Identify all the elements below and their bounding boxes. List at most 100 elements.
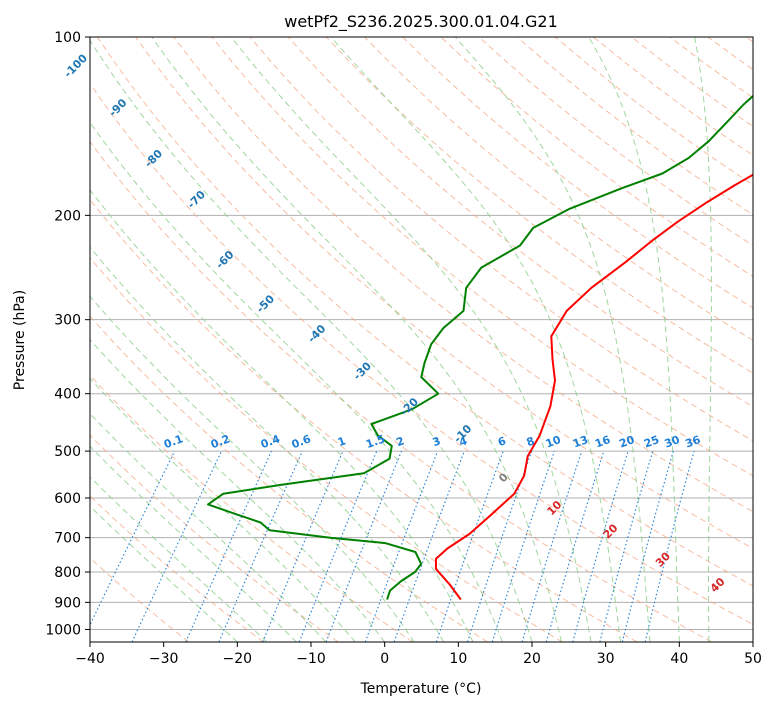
- mixing-ratio-line: [262, 450, 344, 642]
- mixing-ratio-line: [435, 450, 504, 642]
- dry-adiabat: [90, 140, 712, 642]
- overlay-labels: 0.1 0.2 0.4 0.6 1 1.5 2 3 4 6 8 10 13 16 20 25 30 36-100-…: [61, 51, 728, 595]
- moist-adiabat: [151, 37, 562, 642]
- y-tick-label: 1000: [45, 622, 81, 638]
- y-tick-label: 300: [54, 313, 81, 329]
- isotherm-label: -80: [142, 147, 165, 170]
- mixing-ratio-line: [364, 450, 439, 642]
- x-tick-label: −20: [223, 651, 253, 667]
- mixing-ratio-label: 0.6: [290, 432, 313, 451]
- y-tick-label: 700: [54, 531, 81, 547]
- mixing-ratio-line: [90, 450, 176, 627]
- isotherm-label-warm: 30: [653, 549, 673, 569]
- moist-adiabat: [90, 445, 297, 642]
- y-tick-label: 500: [54, 444, 81, 460]
- mixing-ratio-label: 2: [394, 434, 406, 449]
- dry-adiabat: [90, 257, 563, 642]
- mixing-ratio-label: 25: [642, 433, 661, 450]
- x-tick-label: 0: [380, 651, 389, 667]
- dry-adiabat: [402, 37, 753, 309]
- mixing-ratio-label: 6: [496, 434, 508, 449]
- moist-adiabat: [90, 377, 356, 642]
- moist-adiabat: [90, 39, 533, 642]
- isotherm-label: -20: [398, 395, 421, 418]
- mixing-ratio-label: 16: [593, 433, 612, 451]
- moist-adiabat: [454, 37, 651, 642]
- mixing-ratio-line: [621, 450, 674, 642]
- mixing-ratio-line: [644, 450, 695, 642]
- moist-adiabat: [90, 189, 474, 642]
- dry-adiabat: [211, 37, 753, 477]
- background-overlays: [90, 37, 753, 642]
- x-tick-label: 10: [449, 651, 467, 667]
- moist-adiabat: [90, 338, 386, 642]
- mixing-ratio-line: [491, 450, 555, 642]
- dry-adiabat: [90, 83, 753, 625]
- moist-adiabat: [588, 37, 680, 642]
- dry-adiabat: [478, 37, 753, 246]
- x-tick-label: 20: [523, 651, 541, 667]
- mixing-ratio-line: [466, 450, 533, 642]
- mixing-ratio-label: 1.5: [364, 432, 387, 451]
- x-tick-label: −40: [75, 651, 105, 667]
- mixing-ratio-label: 30: [663, 433, 682, 451]
- mixing-ratio-label: 1: [336, 434, 348, 449]
- moist-adiabat: [90, 246, 445, 642]
- x-tick-label: −10: [296, 651, 326, 667]
- x-tick-label: −30: [149, 651, 179, 667]
- data-series: [207, 94, 753, 601]
- moist-adiabat: [90, 121, 503, 642]
- x-tick-label: 30: [597, 651, 615, 667]
- dry-adiabat: [96, 37, 753, 587]
- chart-title: wetPf2_S236.2025.300.01.04.G21: [284, 12, 558, 32]
- dry-adiabat: [173, 37, 753, 513]
- moist-adiabat: [230, 37, 592, 642]
- isotherm-label: -60: [213, 248, 236, 271]
- y-tick-label: 800: [54, 565, 81, 581]
- isotherm-label-warm: 40: [708, 575, 728, 595]
- mixing-ratio-line: [185, 450, 273, 642]
- mixing-ratio-line: [521, 450, 583, 642]
- dry-adiabat: [249, 37, 753, 442]
- mixing-ratio-label: 4: [457, 434, 469, 449]
- dewpoint-profile: [207, 94, 753, 600]
- dry-adiabat: [593, 37, 753, 156]
- moist-adiabat: [694, 37, 712, 642]
- temperature-profile: [434, 173, 753, 601]
- isotherm-label: -90: [106, 96, 129, 119]
- y-tick-label: 400: [54, 387, 81, 403]
- mixing-ratio-label: 20: [618, 433, 637, 451]
- dry-adiabat: [707, 37, 753, 71]
- mixing-ratio-label: 13: [571, 433, 590, 450]
- moist-adiabat: [90, 295, 415, 642]
- dry-adiabat: [90, 434, 339, 642]
- mixing-ratio-line: [572, 450, 629, 642]
- mixing-ratio-label: 36: [683, 433, 702, 451]
- x-tick-label: 50: [744, 651, 762, 667]
- dry-adiabat: [90, 557, 190, 642]
- x-tick-label: 40: [670, 651, 688, 667]
- isotherm-label-warm: 20: [601, 521, 621, 541]
- y-tick-label: 900: [54, 595, 81, 611]
- mixing-ratio-line: [599, 450, 654, 642]
- mixing-ratio-label: 0.1: [162, 432, 185, 451]
- x-axis-label: Temperature (°C): [360, 681, 482, 697]
- isotherm-label: -100: [61, 51, 90, 80]
- moist-adiabat: [90, 505, 238, 642]
- isotherm-label-warm: 10: [544, 498, 564, 518]
- plot-frame: [89, 36, 754, 643]
- dry-adiabat: [90, 495, 264, 642]
- y-axis-label: Pressure (hPa): [12, 290, 28, 390]
- mixing-ratio-label: 0.4: [259, 432, 282, 451]
- isotherm-label: -10: [451, 422, 474, 445]
- dry-adiabat: [90, 374, 414, 642]
- dry-adiabat: [440, 37, 753, 278]
- axis-ticks: −40 −30 −20 −10 0 10 20 30 40 5010020030040050060…: [45, 30, 762, 667]
- y-tick-label: 200: [54, 208, 81, 224]
- y-tick-label: 100: [54, 30, 81, 46]
- y-tick-label: 600: [54, 491, 81, 507]
- dry-adiabat: [745, 37, 753, 43]
- mixing-ratio-line: [298, 450, 378, 642]
- mixing-ratio-line: [545, 450, 605, 642]
